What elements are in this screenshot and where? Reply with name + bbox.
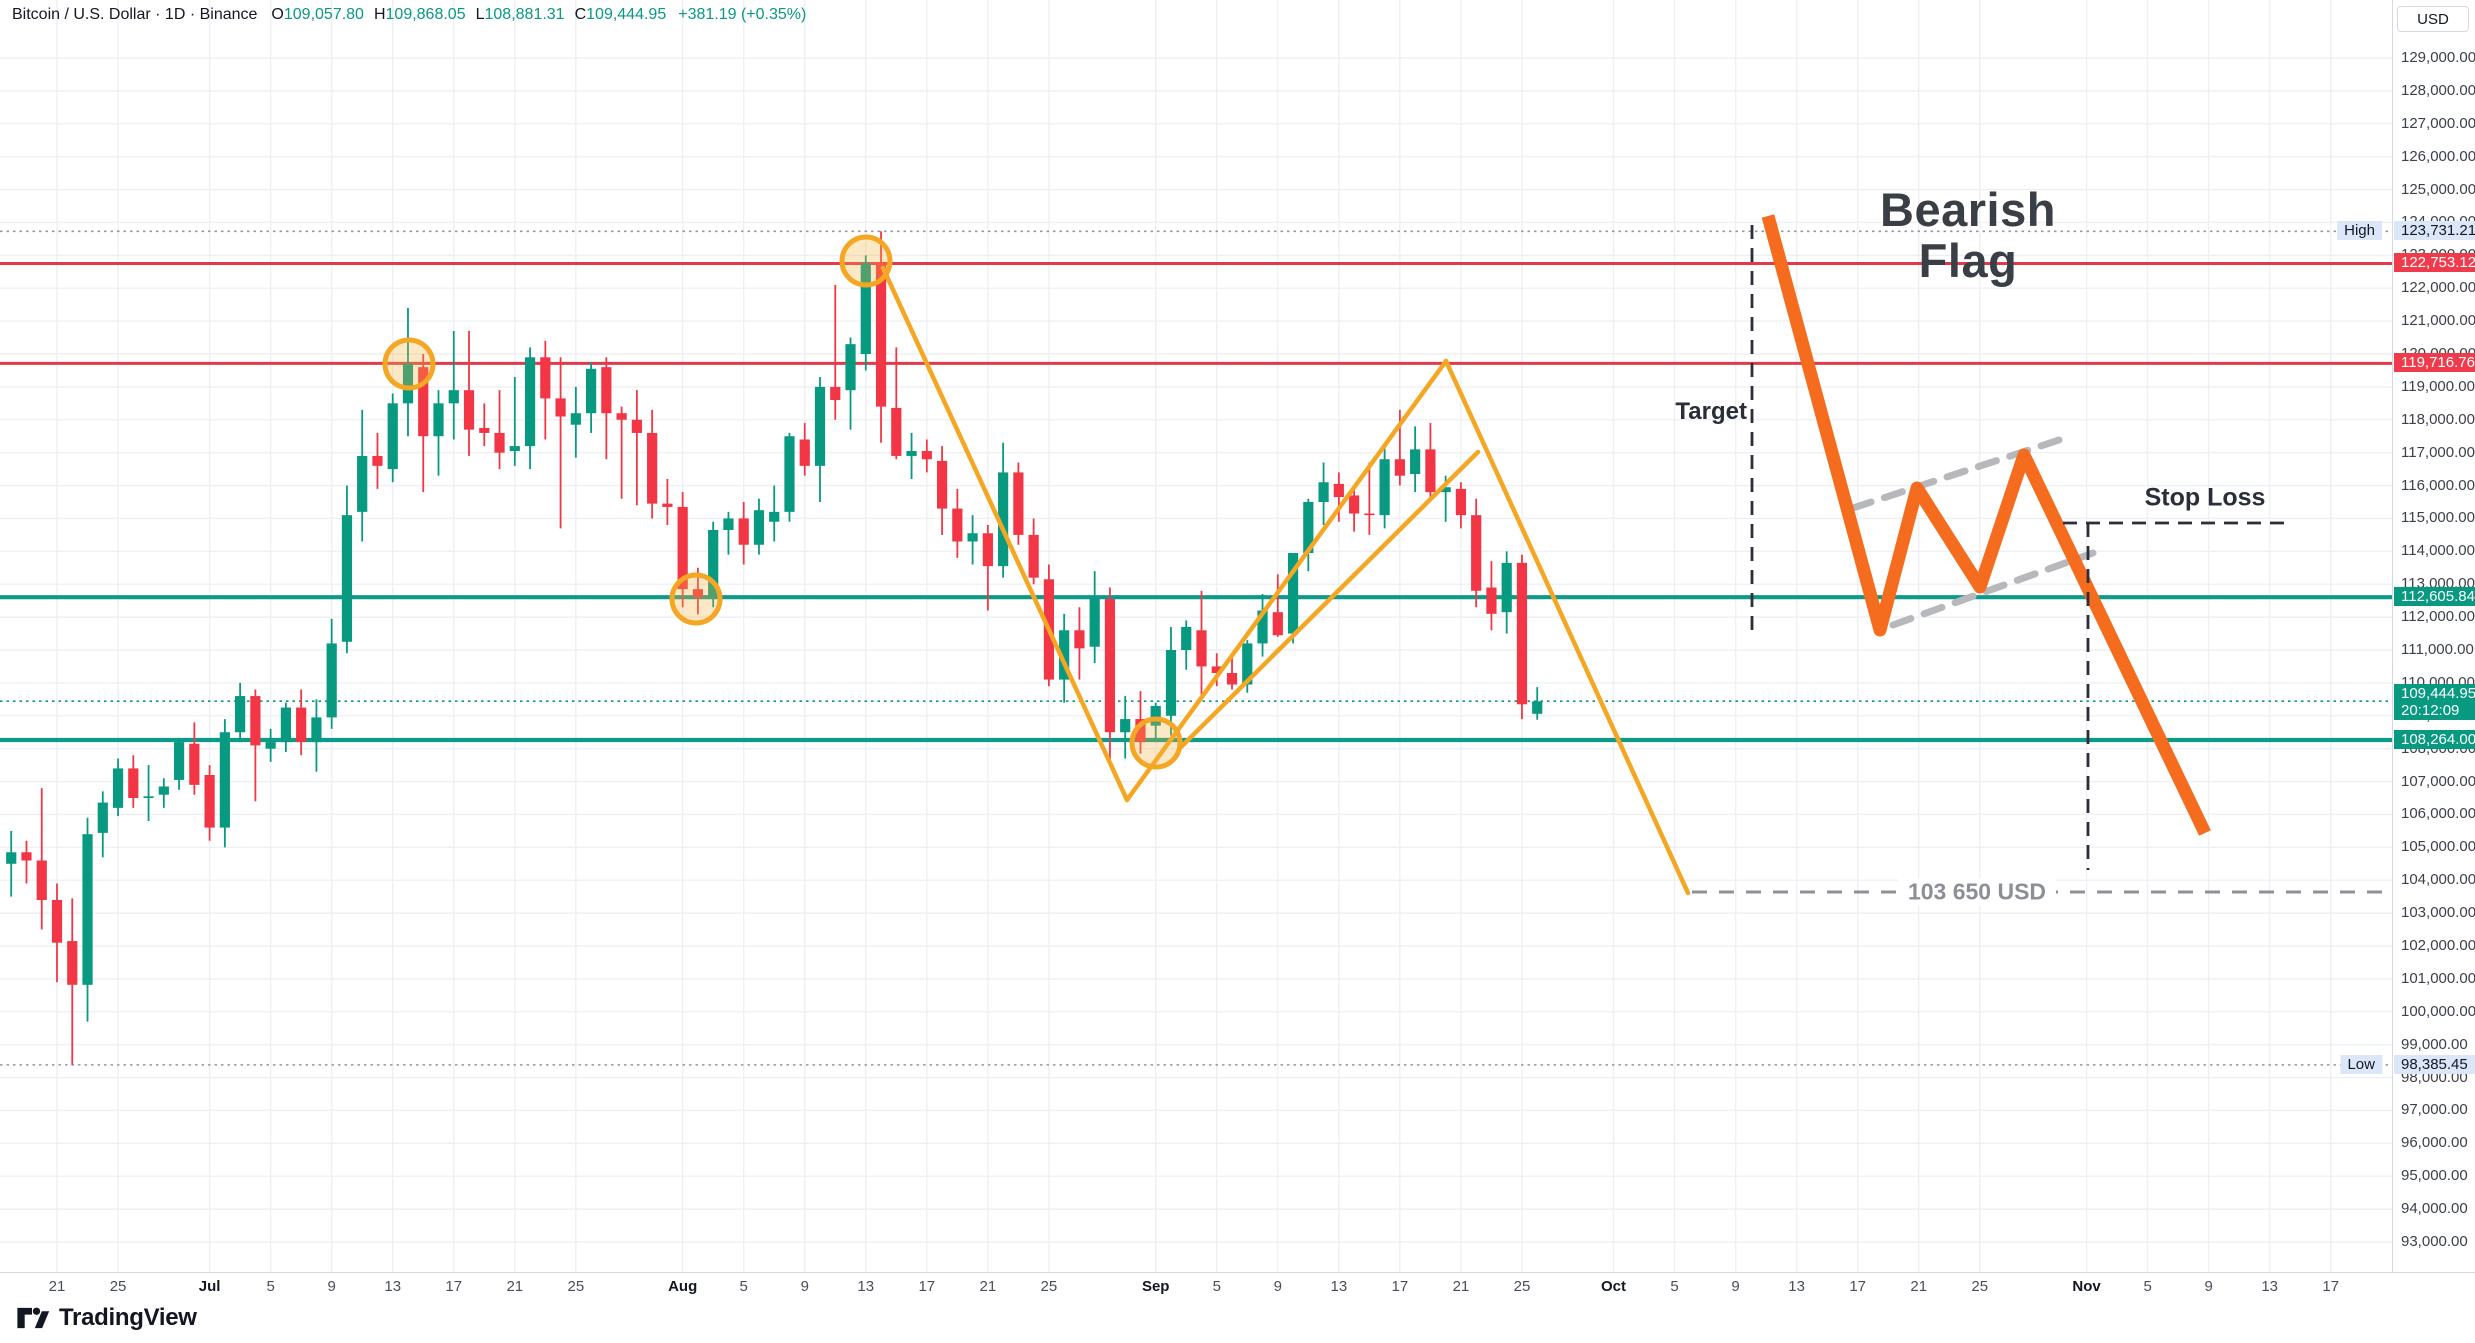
price-tick: 126,000.00 bbox=[2401, 147, 2475, 165]
time-tick: 21 bbox=[48, 1278, 66, 1295]
ohlc-close: C109,444.95 bbox=[574, 6, 667, 23]
time-tick: 13 bbox=[2261, 1278, 2279, 1295]
time-tick: 25 bbox=[1513, 1278, 1531, 1295]
price-tick: 101,000.00 bbox=[2401, 969, 2475, 987]
price-tick: 122,000.00 bbox=[2401, 279, 2475, 297]
price-tick: 97,000.00 bbox=[2401, 1101, 2468, 1119]
price-level-badge[interactable]: 112,605.84 bbox=[2394, 587, 2475, 607]
time-tick: 17 bbox=[1391, 1278, 1409, 1295]
time-tick: 13 bbox=[857, 1278, 875, 1295]
time-tick: 13 bbox=[1788, 1278, 1805, 1295]
price-tick: 103,000.00 bbox=[2401, 904, 2475, 922]
time-tick: 25 bbox=[567, 1278, 585, 1295]
price-tick: 115,000.00 bbox=[2401, 509, 2475, 527]
price-tick: 117,000.00 bbox=[2401, 443, 2475, 461]
time-tick: 21 bbox=[506, 1278, 524, 1295]
time-tick: 9 bbox=[800, 1278, 809, 1295]
time-tick: 5 bbox=[1212, 1278, 1221, 1295]
time-tick: Jul bbox=[198, 1278, 221, 1295]
symbol-title[interactable]: Bitcoin / U.S. Dollar · 1D · Binance bbox=[12, 6, 258, 23]
price-tick: 96,000.00 bbox=[2401, 1134, 2468, 1152]
price-tick: 100,000.00 bbox=[2401, 1002, 2475, 1020]
price-tick: 116,000.00 bbox=[2401, 476, 2475, 494]
price-tick: 93,000.00 bbox=[2401, 1233, 2468, 1250]
price-tick: 119,000.00 bbox=[2401, 377, 2475, 395]
price-tick: 114,000.00 bbox=[2401, 542, 2475, 560]
tradingview-brand[interactable]: TradingView bbox=[14, 1300, 197, 1336]
price-tick: 102,000.00 bbox=[2401, 937, 2475, 954]
low-label-pill: Low bbox=[2340, 1054, 2382, 1074]
time-tick: Nov bbox=[2072, 1278, 2101, 1295]
price-tick: 94,000.00 bbox=[2401, 1200, 2468, 1218]
price-tick: 95,000.00 bbox=[2401, 1167, 2468, 1185]
time-tick: 25 bbox=[1971, 1278, 1989, 1295]
ohlc-high: H109,868.05 bbox=[373, 6, 466, 23]
price-target-label[interactable]: 103 650 USD bbox=[1897, 878, 2057, 906]
tradingview-logo-icon bbox=[17, 1307, 50, 1329]
time-tick: 9 bbox=[2204, 1278, 2213, 1295]
low-value-badge: 98,385.45 bbox=[2394, 1054, 2475, 1074]
time-tick: 13 bbox=[1330, 1278, 1348, 1295]
price-level-badge[interactable]: 122,753.12 bbox=[2394, 253, 2475, 273]
time-tick: 21 bbox=[979, 1278, 997, 1295]
time-tick: 9 bbox=[1273, 1278, 1282, 1295]
time-tick: 13 bbox=[384, 1278, 402, 1295]
ohlc-open: O109,057.80 bbox=[271, 6, 364, 23]
time-tick: 5 bbox=[2143, 1278, 2152, 1295]
time-tick: 21 bbox=[1910, 1278, 1928, 1295]
price-level-badge[interactable]: 119,716.76 bbox=[2394, 353, 2475, 373]
time-tick: 5 bbox=[266, 1278, 275, 1295]
price-tick: 105,000.00 bbox=[2401, 838, 2475, 856]
time-tick: 5 bbox=[739, 1278, 748, 1295]
time-tick: 25 bbox=[109, 1278, 127, 1295]
time-tick: 9 bbox=[1731, 1278, 1740, 1295]
price-tick: 125,000.00 bbox=[2401, 180, 2475, 198]
current-price-badge[interactable]: 109,444.95 20:12:09 bbox=[2394, 684, 2475, 721]
price-tick: 99,000.00 bbox=[2401, 1035, 2468, 1053]
price-tick: 106,000.00 bbox=[2401, 805, 2475, 823]
price-change: +381.19 (+0.35%) bbox=[678, 6, 807, 23]
price-tick: 127,000.00 bbox=[2401, 114, 2475, 132]
currency-toggle[interactable]: USD bbox=[2397, 6, 2469, 32]
time-tick: 21 bbox=[1452, 1278, 1470, 1295]
price-tick: 128,000.00 bbox=[2401, 81, 2475, 99]
time-tick: 17 bbox=[918, 1278, 936, 1295]
stop-loss-label[interactable]: Stop Loss bbox=[2144, 483, 2266, 512]
target-label[interactable]: Target bbox=[1675, 398, 1747, 425]
time-tick: 5 bbox=[1670, 1278, 1679, 1295]
time-tick: 25 bbox=[1040, 1278, 1058, 1295]
price-tick: 111,000.00 bbox=[2401, 641, 2474, 658]
price-tick: 121,000.00 bbox=[2401, 312, 2475, 330]
high-value-badge: 123,731.21 bbox=[2394, 221, 2475, 241]
high-label-pill: High bbox=[2337, 221, 2382, 241]
time-tick: 17 bbox=[1849, 1278, 1867, 1295]
price-tick: 107,000.00 bbox=[2401, 772, 2475, 790]
price-tick: 104,000.00 bbox=[2401, 871, 2475, 889]
price-tick: 129,000.00 bbox=[2401, 49, 2475, 66]
time-tick: Sep bbox=[1141, 1278, 1170, 1295]
price-level-badge[interactable]: 108,264.00 bbox=[2394, 729, 2475, 749]
time-tick: 17 bbox=[445, 1278, 463, 1295]
bearish-flag-label[interactable]: Bearish Flag bbox=[1880, 183, 2056, 287]
price-tick: 118,000.00 bbox=[2401, 410, 2475, 428]
symbol-legend[interactable]: Bitcoin / U.S. Dollar · 1D · Binance O10… bbox=[12, 6, 806, 24]
price-axis[interactable]: USD 93,000.00 94,000.00 95,000.00 96,000.00… bbox=[2392, 0, 2475, 1272]
tradingview-wordmark: TradingView bbox=[59, 1304, 197, 1331]
time-tick: 17 bbox=[2322, 1278, 2340, 1295]
ohlc-low: L108,881.31 bbox=[475, 6, 565, 23]
price-tick: 112,000.00 bbox=[2401, 608, 2475, 626]
time-tick: Oct bbox=[1601, 1278, 1627, 1295]
time-tick: 9 bbox=[327, 1278, 336, 1295]
time-axis[interactable]: 21 25 Jul 5 9 13 17 21 25 Aug 5 9 13 17 21 25 Sep 5 9 13 17 2… bbox=[0, 1272, 2475, 1302]
time-tick: Aug bbox=[668, 1278, 698, 1295]
